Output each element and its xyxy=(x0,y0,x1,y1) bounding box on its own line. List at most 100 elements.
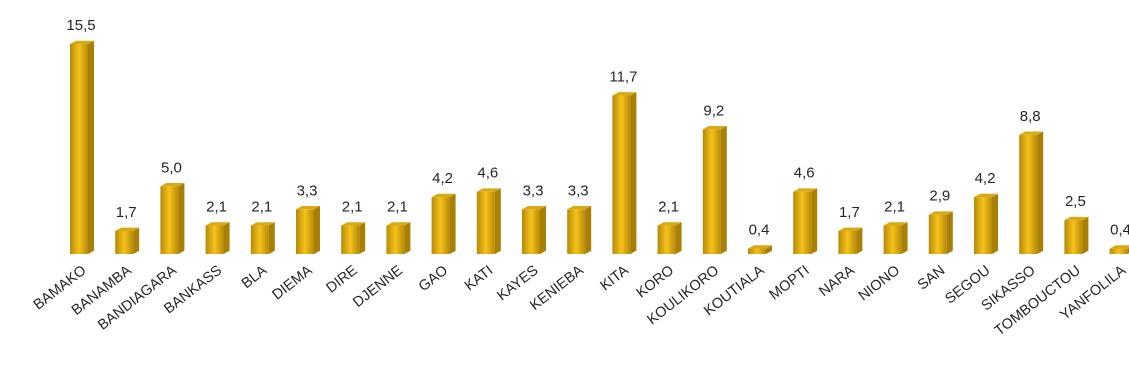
value-label-diema: 3,3 xyxy=(297,182,318,199)
bar-top xyxy=(748,245,772,249)
category-label-gao: GAO xyxy=(416,263,451,295)
bar-side xyxy=(494,188,501,254)
bar-side xyxy=(856,227,863,254)
bar-front xyxy=(431,197,450,254)
bar-niono xyxy=(883,222,908,254)
value-label-nara: 1,7 xyxy=(839,204,860,221)
bar-mopti xyxy=(793,188,818,254)
bar-side xyxy=(404,222,411,254)
value-label-koutiala: 0,4 xyxy=(749,222,770,239)
value-label-bandiagara: 5,0 xyxy=(161,159,182,176)
bar-top xyxy=(205,222,230,226)
bar-front xyxy=(567,209,586,254)
bar-front xyxy=(928,214,947,254)
category-label-diema: DIEMA xyxy=(269,262,315,303)
bar-front xyxy=(250,225,269,254)
bar-top xyxy=(160,182,185,187)
bar-nara xyxy=(838,227,863,254)
bar-front xyxy=(838,230,857,254)
bar-koulikoro xyxy=(702,126,727,254)
bar-side xyxy=(133,227,140,254)
bar-diema xyxy=(296,205,320,254)
bar-tombouctou xyxy=(1064,216,1089,254)
bar-top xyxy=(612,92,637,96)
category-label-bandiagara: BANDIAGARA xyxy=(95,262,180,333)
bar-top xyxy=(386,222,411,226)
bar-side xyxy=(449,193,456,254)
value-label-mopti: 4,6 xyxy=(794,165,815,182)
bar-koutiala xyxy=(748,245,772,254)
bar-top xyxy=(431,193,456,198)
bar-side xyxy=(811,188,818,254)
bar-top xyxy=(838,227,863,231)
value-label-yanfolila: 0,4 xyxy=(1110,222,1129,239)
value-label-kati: 4,6 xyxy=(477,165,498,182)
category-label-dire: DIRE xyxy=(324,262,361,296)
value-label-san: 2,9 xyxy=(929,188,950,205)
bar-top xyxy=(1019,131,1044,135)
bar-side xyxy=(268,222,275,254)
value-label-bankass: 2,1 xyxy=(206,199,227,216)
bar-side xyxy=(88,40,94,255)
bar-kati xyxy=(476,188,501,254)
bar-bla xyxy=(250,222,275,254)
bar-bamako xyxy=(70,40,94,255)
bar-side xyxy=(630,92,637,254)
bar-front xyxy=(974,197,992,254)
bar-side xyxy=(540,205,546,254)
bar-side xyxy=(675,222,682,254)
bar-front xyxy=(115,230,134,254)
value-label-kita: 11,7 xyxy=(609,68,637,85)
bar-top xyxy=(70,40,94,44)
bar-kita xyxy=(612,92,637,254)
bar-top xyxy=(657,222,682,226)
bar-front xyxy=(341,225,360,254)
bar-front xyxy=(883,225,902,254)
bar-top xyxy=(115,227,140,231)
bar-top xyxy=(476,188,501,192)
bar-front xyxy=(657,225,676,254)
bar-sikasso xyxy=(1019,131,1044,254)
value-label-sikasso: 8,8 xyxy=(1020,108,1041,125)
value-label-tombouctou: 2,5 xyxy=(1065,193,1086,210)
value-label-gao: 4,2 xyxy=(432,170,453,187)
bar-front xyxy=(205,225,224,254)
bar-front xyxy=(1064,220,1083,254)
category-label-kita: KITA xyxy=(597,262,632,294)
bar-front xyxy=(702,129,721,254)
bar-djenne xyxy=(386,222,411,254)
value-label-koro: 2,1 xyxy=(658,199,679,216)
bar-top xyxy=(928,211,953,215)
bar-kayes xyxy=(522,205,546,254)
value-label-niono: 2,1 xyxy=(884,199,905,216)
bar-top xyxy=(522,205,546,210)
bar-top xyxy=(793,188,818,192)
bar-koro xyxy=(657,222,682,254)
bar-top xyxy=(567,205,592,210)
bar-side xyxy=(720,126,727,254)
bar-top xyxy=(702,126,727,130)
value-label-dire: 2,1 xyxy=(342,199,363,216)
bar-top xyxy=(1109,245,1129,249)
value-label-djenne: 2,1 xyxy=(387,199,408,216)
bar-front xyxy=(296,209,314,254)
bar-front xyxy=(612,95,631,254)
bar-side xyxy=(314,205,320,254)
category-label-djenne: DJENNE xyxy=(350,262,406,311)
bar-side xyxy=(178,182,185,254)
bar-side xyxy=(766,245,772,254)
bar-side xyxy=(585,205,592,254)
bar-yanfolila xyxy=(1109,245,1129,254)
category-label-bla: BLA xyxy=(239,262,271,292)
value-label-bamako: 15,5 xyxy=(66,17,95,34)
bar-front xyxy=(386,225,405,254)
bar-side xyxy=(901,222,908,254)
bar-top xyxy=(296,205,320,210)
bar-front xyxy=(748,248,766,254)
bar-front xyxy=(1109,248,1128,254)
bar-bandiagara xyxy=(160,182,185,254)
value-label-bla: 2,1 xyxy=(251,199,272,216)
bar-top xyxy=(1064,216,1089,221)
